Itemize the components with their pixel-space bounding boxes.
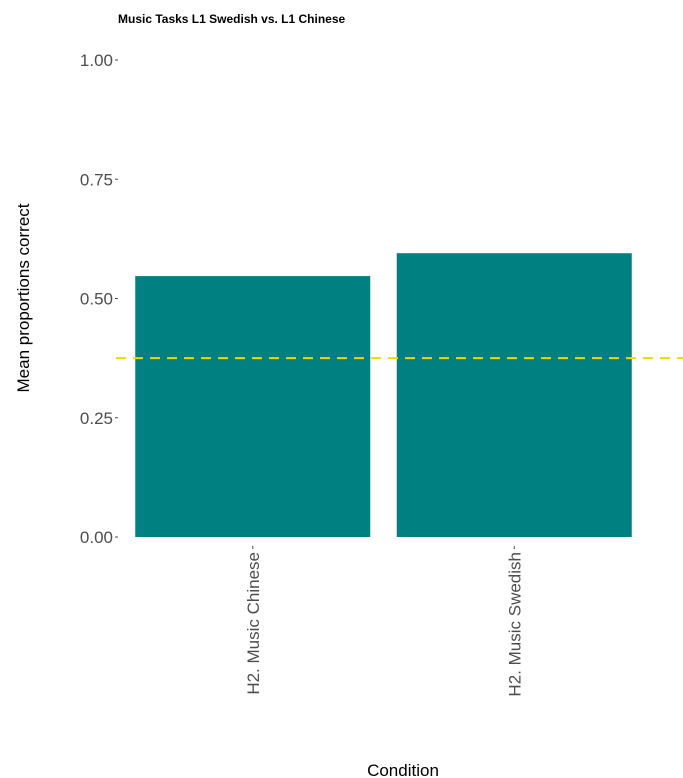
y-tick-label: 0.75 [80,170,113,189]
bar [396,253,632,537]
y-tick-label: 0.25 [80,409,113,428]
y-tick-label: 0.00 [80,528,113,547]
bars [135,253,632,537]
y-axis-title: Mean proportions correct [14,203,33,392]
bar [135,276,371,537]
x-axis-title: Condition [367,761,439,778]
y-tick-label: 0.50 [80,290,113,309]
y-tick-label: 1.00 [80,51,113,70]
x-tick-label: H2. Music Swedish [505,552,524,697]
x-axis: H2. Music Chinese H2. Music Swedish [244,546,524,697]
y-axis: 0.00 0.25 0.50 0.75 1.00 [80,51,118,547]
x-tick-label: H2. Music Chinese [244,552,263,695]
chart-title: Music Tasks L1 Swedish vs. L1 Chinese [118,12,346,26]
